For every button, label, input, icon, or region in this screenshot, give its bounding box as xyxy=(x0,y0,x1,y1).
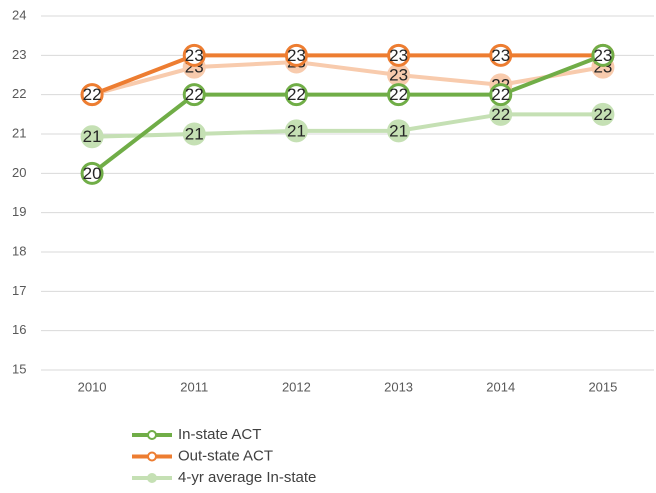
y-tick-label: 17 xyxy=(12,283,26,298)
marker xyxy=(284,43,308,67)
y-tick-label: 15 xyxy=(12,361,26,376)
series-line xyxy=(91,53,603,97)
y-tick-label: 24 xyxy=(12,7,26,22)
series-line xyxy=(92,112,603,139)
x-tick-label: 2014 xyxy=(486,379,515,394)
y-tick-label: 22 xyxy=(12,86,26,101)
legend-marker xyxy=(147,430,157,440)
marker xyxy=(182,122,206,146)
data-label: 21 xyxy=(389,121,408,140)
y-tick-label: 16 xyxy=(12,322,26,337)
data-label: 22 xyxy=(185,85,204,104)
x-tick-label: 2013 xyxy=(384,379,413,394)
x-tick-label: 2015 xyxy=(588,379,617,394)
legend-label: In-state ACT xyxy=(178,426,261,443)
marker xyxy=(591,43,615,67)
marker xyxy=(489,43,513,67)
marker xyxy=(284,83,308,107)
x-tick-label: 2010 xyxy=(78,379,107,394)
data-label: 22 xyxy=(491,105,510,124)
marker xyxy=(80,125,104,149)
legend-marker xyxy=(147,473,157,483)
data-label: 22 xyxy=(389,85,408,104)
marker xyxy=(182,43,206,67)
data-label: 23 xyxy=(287,46,306,65)
x-tick-label: 2012 xyxy=(282,379,311,394)
y-tick-label: 20 xyxy=(12,165,26,180)
marker xyxy=(387,83,411,107)
y-tick-label: 21 xyxy=(12,125,26,140)
data-label: 22 xyxy=(491,85,510,104)
legend-label: 4-yr average In-state xyxy=(178,469,316,486)
data-label: 20 xyxy=(83,164,102,183)
marker xyxy=(489,83,513,107)
marker xyxy=(387,43,411,67)
data-label: 23 xyxy=(593,46,612,65)
data-label: 23 xyxy=(491,46,510,65)
data-label: 23 xyxy=(389,65,408,84)
y-tick-label: 23 xyxy=(12,47,26,62)
data-label: 21 xyxy=(185,124,204,143)
data-label: 21 xyxy=(83,127,102,146)
x-tick-label: 2011 xyxy=(180,379,208,394)
data-label: 21 xyxy=(287,121,306,140)
y-tick-label: 18 xyxy=(12,243,26,258)
series-line xyxy=(91,60,604,97)
marker xyxy=(591,102,615,126)
data-label: 23 xyxy=(389,46,408,65)
data-label: 22 xyxy=(287,85,306,104)
data-label: 22 xyxy=(83,85,102,104)
data-label: 22 xyxy=(593,105,612,124)
data-label: 23 xyxy=(185,46,204,65)
marker xyxy=(80,161,104,185)
y-tick-label: 19 xyxy=(12,204,26,219)
marker xyxy=(284,119,308,143)
legend-label: Out-state ACT xyxy=(178,447,273,464)
legend-marker xyxy=(147,451,157,462)
marker xyxy=(387,119,411,143)
series-line xyxy=(90,53,604,175)
marker xyxy=(80,83,104,107)
marker xyxy=(182,83,206,107)
